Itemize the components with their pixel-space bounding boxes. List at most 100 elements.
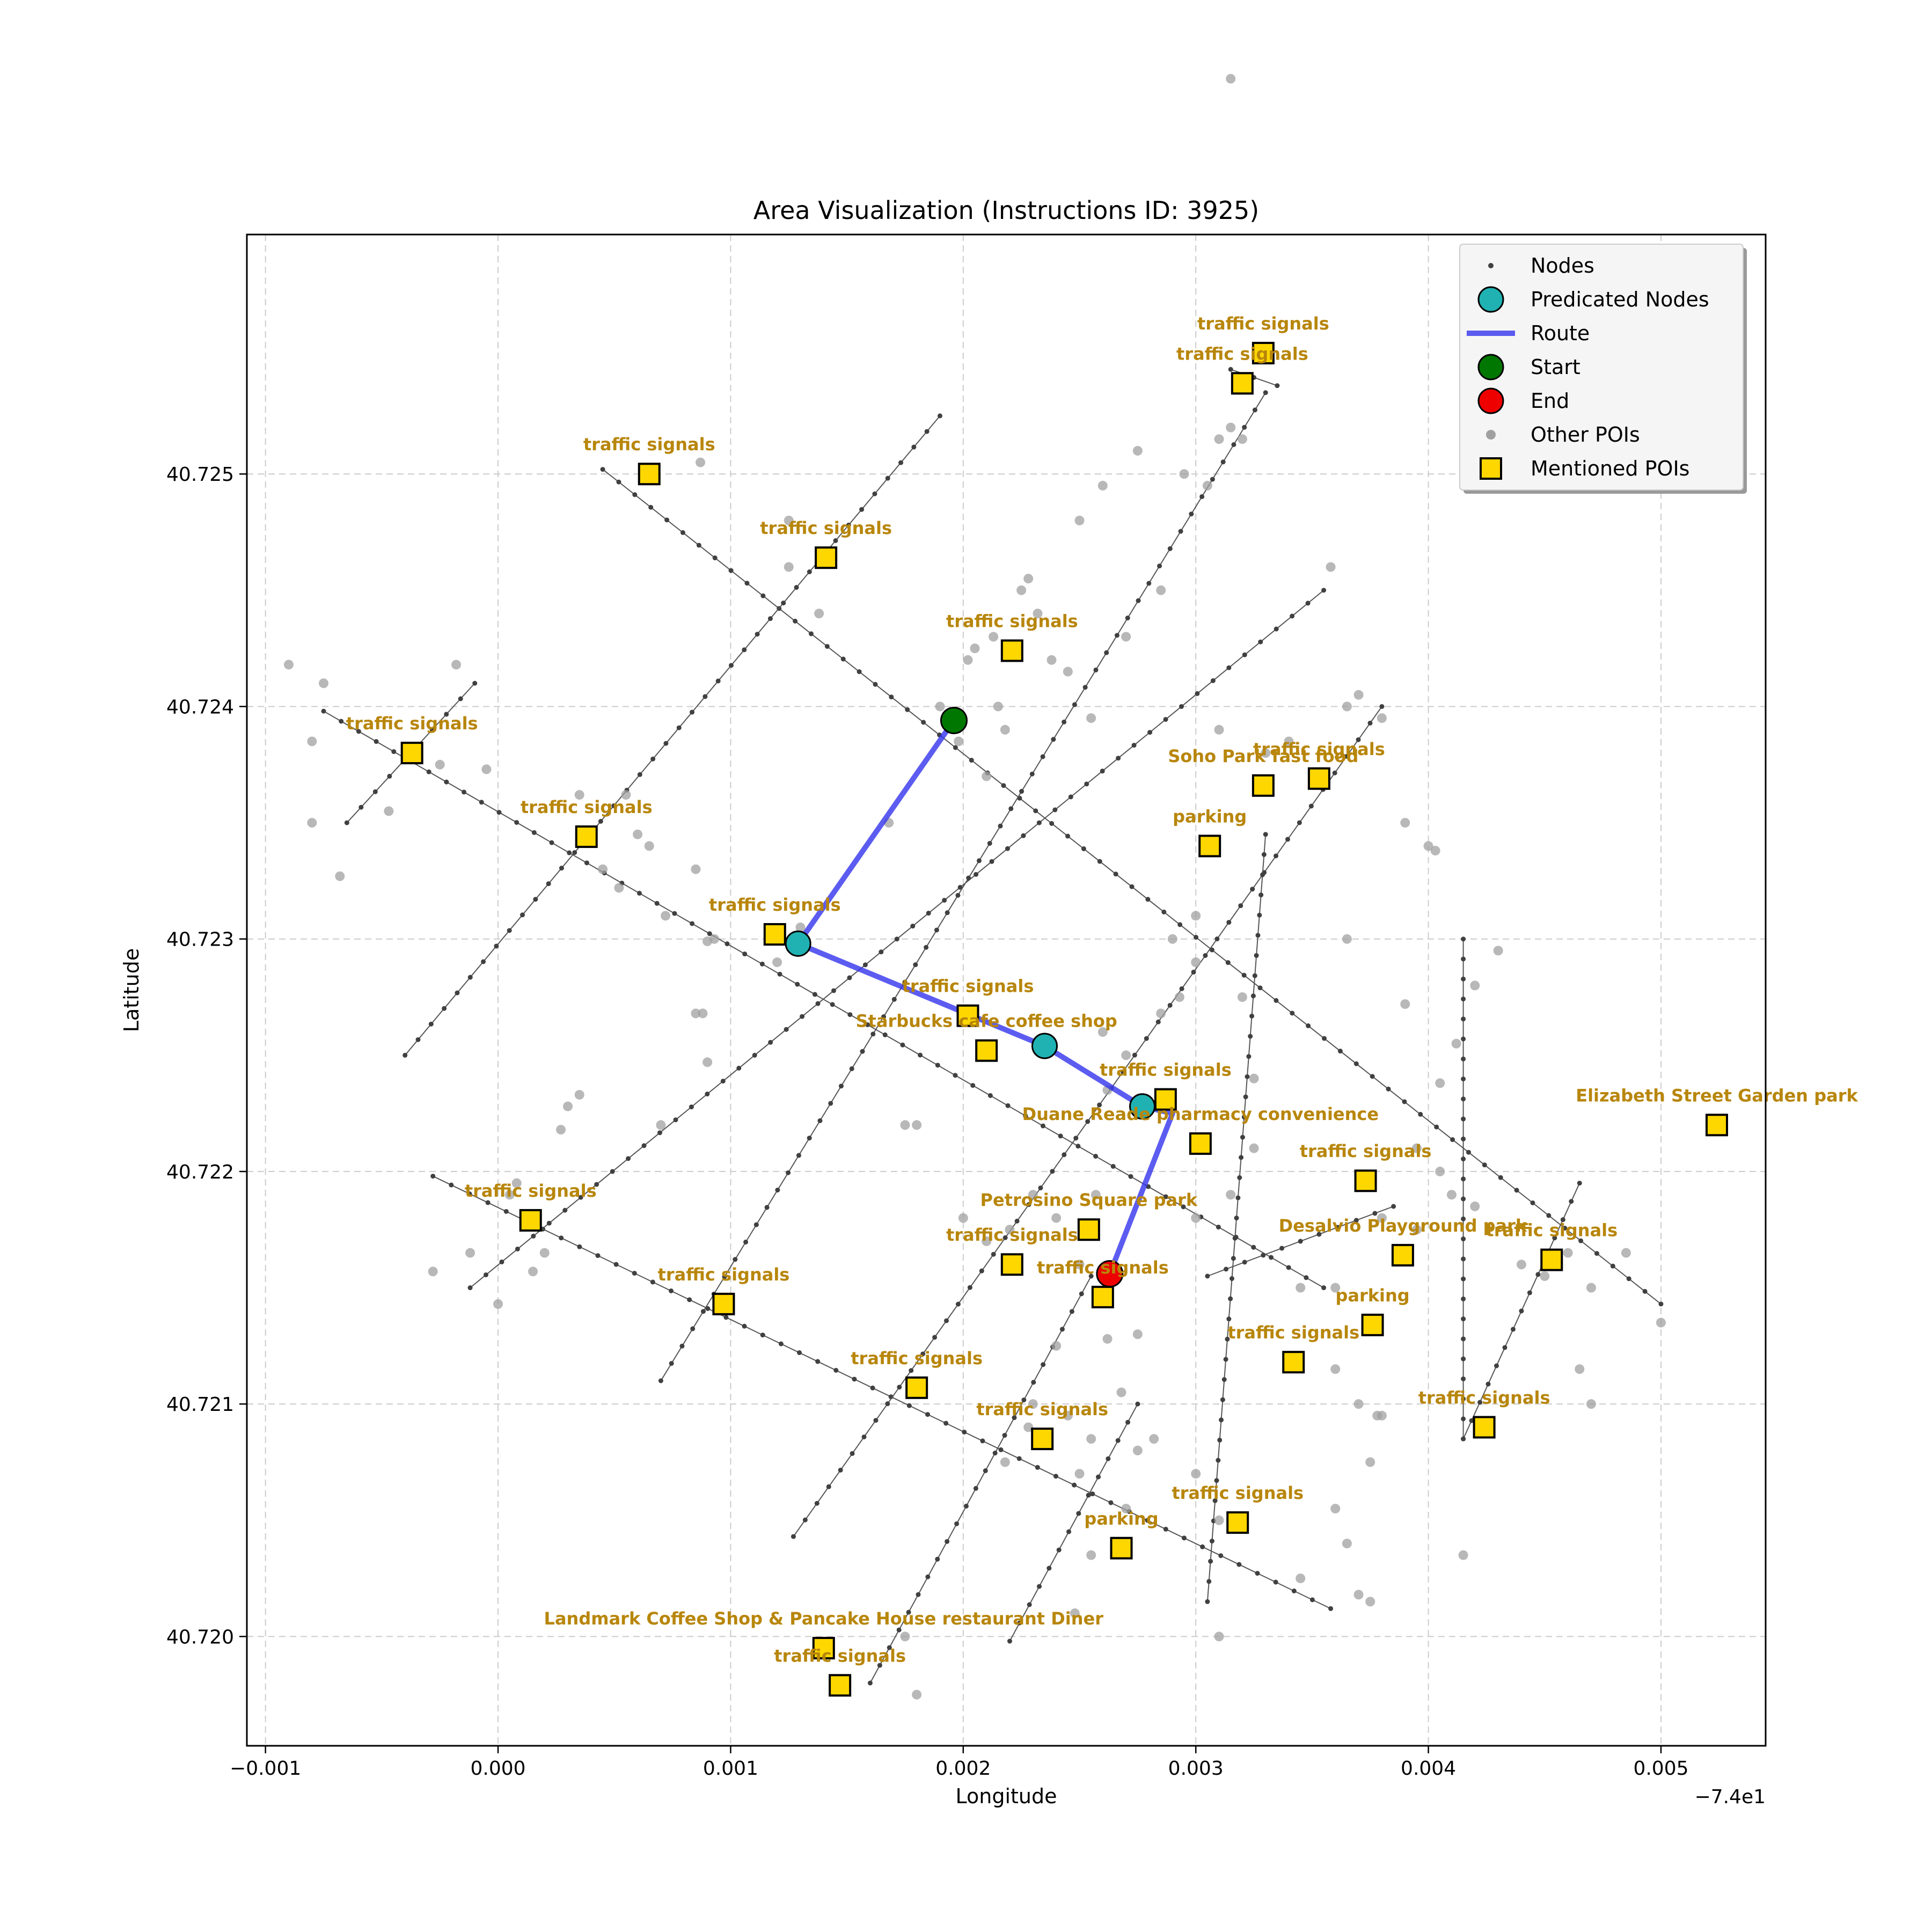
street-node (1239, 1155, 1244, 1160)
street-node (559, 1235, 564, 1241)
street-node (969, 758, 974, 763)
street-node (1552, 1235, 1557, 1241)
street-node (846, 522, 851, 528)
street-node (1002, 1433, 1007, 1438)
mentioned-poi (1091, 1285, 1114, 1308)
street-node (1110, 1163, 1116, 1169)
street-node (1208, 1558, 1213, 1564)
street-node (594, 1182, 599, 1187)
street-node (1461, 1276, 1466, 1282)
other-poi (709, 934, 720, 944)
street-node (1212, 1498, 1218, 1503)
street-edge (660, 392, 1267, 1381)
y-axis-label: Latitude (120, 948, 143, 1032)
other-poi (307, 818, 317, 828)
street-node (1088, 1274, 1094, 1279)
other-poi (698, 1008, 708, 1019)
street-node (1021, 833, 1026, 838)
street-node (1308, 803, 1314, 809)
other-poi (954, 736, 964, 747)
street-node (616, 479, 621, 485)
street-node (932, 1335, 938, 1340)
street-node (1337, 1049, 1343, 1054)
other-poi (1086, 713, 1096, 723)
other-poi (574, 790, 584, 800)
street-node (1021, 1397, 1027, 1403)
street-node (942, 897, 947, 903)
street-node (1461, 1296, 1466, 1301)
street-node (1461, 1136, 1466, 1141)
mentioned-poi (1154, 1088, 1177, 1111)
y-tick-label: 40.722 (166, 1161, 234, 1183)
street-node (957, 884, 963, 890)
legend-label-start: Start (1531, 355, 1580, 379)
mentioned-poi-label: parking (1335, 1285, 1409, 1306)
street-node (1249, 1013, 1255, 1019)
street-node (891, 997, 897, 1002)
street-node (1255, 1571, 1260, 1576)
street-node (885, 475, 890, 481)
street-node (962, 1429, 967, 1435)
legend-label-nodes: Nodes (1531, 254, 1594, 277)
street-node (800, 1014, 805, 1019)
other-poi (656, 1120, 666, 1130)
other-poi (1575, 1364, 1585, 1374)
mentioned-poi-label: parking (1173, 806, 1247, 826)
street-node (1353, 1061, 1359, 1066)
street-node (705, 1306, 711, 1311)
street-node (1418, 1111, 1423, 1117)
other-poi (795, 923, 806, 933)
street-node (1072, 1482, 1077, 1488)
street-node (356, 729, 361, 734)
other-poi (428, 1267, 438, 1277)
street-node (514, 819, 519, 825)
mentioned-poi (1354, 1169, 1377, 1192)
street-node (467, 975, 473, 980)
street-node (812, 992, 817, 997)
street-node (1200, 1544, 1205, 1549)
street-node (1257, 912, 1262, 918)
street-node (1577, 1181, 1582, 1186)
street-node (1136, 598, 1141, 603)
other-poi (1132, 1329, 1143, 1340)
street-node (1016, 1456, 1022, 1461)
street-node (767, 616, 773, 621)
street-node (1498, 1175, 1503, 1180)
mentioned-poi-label: traffic signals (1037, 1257, 1169, 1278)
legend-marker-predicated (1477, 286, 1504, 313)
street-node (1502, 1345, 1507, 1350)
street-node (742, 647, 747, 653)
street-node (1228, 367, 1233, 372)
other-poi (1237, 434, 1247, 444)
street-node (1031, 1380, 1036, 1385)
street-node (1189, 511, 1194, 517)
street-node (998, 1447, 1004, 1452)
other-poi (1330, 1364, 1341, 1374)
street-node (1578, 1238, 1584, 1243)
street-node (1056, 1547, 1062, 1553)
street-node (1216, 1458, 1221, 1463)
street-node (802, 1517, 808, 1523)
other-poi (1179, 469, 1189, 479)
street-node (1096, 1474, 1101, 1480)
mentioned-poi-label: traffic signals (946, 611, 1078, 631)
other-poi (1342, 934, 1352, 944)
street-node (1049, 821, 1055, 826)
street-node (1179, 986, 1184, 991)
street-node (1051, 737, 1056, 742)
legend-label-predicated: Predicated Nodes (1531, 288, 1709, 311)
other-poi (963, 655, 973, 665)
street-node (1245, 1074, 1250, 1079)
street-node (980, 1438, 985, 1444)
street-node (1046, 1565, 1052, 1571)
street-node (1234, 1216, 1239, 1221)
street-node (1461, 1016, 1466, 1022)
street-node (1205, 1274, 1210, 1279)
street-node (637, 772, 642, 777)
street-node (777, 971, 782, 977)
street-node (503, 1209, 509, 1214)
street-node (794, 585, 799, 590)
street-node (1035, 1465, 1040, 1470)
street-node (1065, 833, 1071, 839)
other-poi (702, 1057, 713, 1067)
